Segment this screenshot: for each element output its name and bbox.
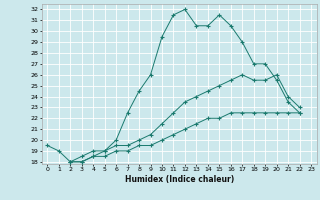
X-axis label: Humidex (Indice chaleur): Humidex (Indice chaleur) [124,175,234,184]
